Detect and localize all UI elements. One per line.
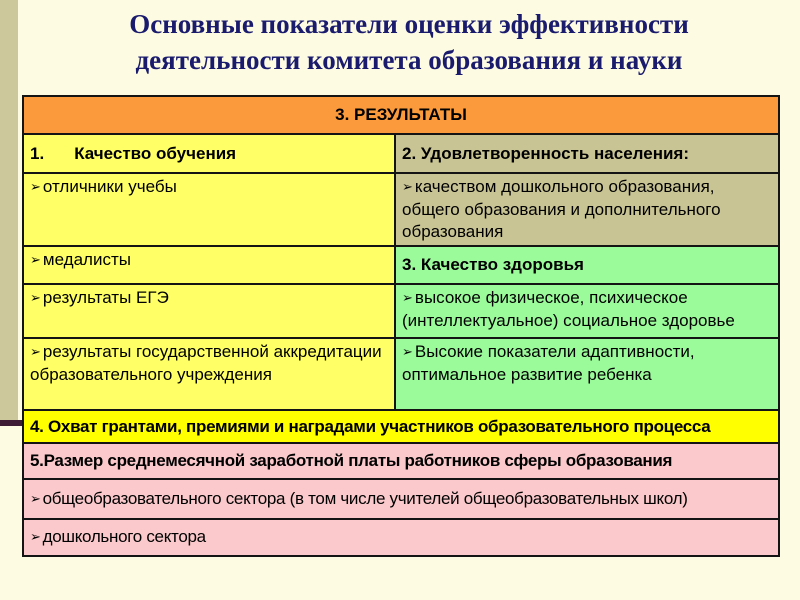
table-row: 4. Охват грантами, премиями и наградами … bbox=[22, 409, 780, 444]
cell-label: общеобразовательного сектора (в том числ… bbox=[42, 488, 688, 508]
table-row: ➢ результаты государственной аккредитации… bbox=[22, 337, 780, 411]
cell-label: Качество обучения bbox=[74, 143, 237, 163]
table-row: ➢ результаты ЕГЭ ➢ высокое физическое, пси… bbox=[22, 283, 780, 339]
cell-label: качеством дошкольного образования, общег… bbox=[402, 177, 721, 241]
cell-excellent-students: ➢ отличники учебы bbox=[22, 172, 396, 247]
arrow-bullet-icon: ➢ bbox=[402, 344, 413, 359]
title-line-2: деятельности комитета образования и наук… bbox=[135, 45, 683, 75]
cell-population-satisfaction: 2. Удовлетворенность населения: bbox=[394, 133, 780, 174]
cell-label: дошкольного сектора bbox=[42, 527, 207, 546]
cell-adaptivity-indicators: ➢ Высокие показатели адаптивности, оптима… bbox=[394, 337, 780, 411]
cell-label: результаты государственной аккредитации … bbox=[30, 342, 382, 384]
arrow-bullet-icon: ➢ bbox=[30, 290, 41, 305]
cell-physical-mental-health: ➢ высокое физическое, психическое (интелл… bbox=[394, 283, 780, 339]
indicators-table: 3. РЕЗУЛЬТАТЫ 1. Качество обучения 2. Удо… bbox=[22, 95, 780, 557]
arrow-bullet-icon: ➢ bbox=[30, 490, 41, 506]
title-line-1: Основные показатели оценки эффективности bbox=[129, 9, 689, 39]
slide-title: Основные показатели оценки эффективности… bbox=[30, 6, 788, 78]
cell-quality-of-education: 1. Качество обучения bbox=[22, 133, 396, 174]
cell-education-quality-satisfaction: ➢ качеством дошкольного образования, обще… bbox=[394, 172, 780, 247]
cell-accreditation-results: ➢ результаты государственной аккредитации… bbox=[22, 337, 396, 411]
cell-average-salary: 5.Размер среднемесячной заработной платы… bbox=[22, 442, 780, 480]
table-row: ➢ общеобразовательного сектора (в том чис… bbox=[22, 478, 780, 520]
cell-label: медалисты bbox=[42, 250, 131, 269]
cell-health-quality: 3. Качество здоровья bbox=[394, 245, 780, 285]
table-row: 1. Качество обучения 2. Удовлетворенность… bbox=[22, 133, 780, 174]
table-row: 3. РЕЗУЛЬТАТЫ bbox=[22, 95, 780, 135]
cell-grants-coverage: 4. Охват грантами, премиями и наградами … bbox=[22, 409, 780, 444]
arrow-bullet-icon: ➢ bbox=[30, 344, 41, 359]
table-row: ➢ дошкольного сектора bbox=[22, 518, 780, 557]
cell-general-education-sector: ➢ общеобразовательного сектора (в том чис… bbox=[22, 478, 780, 520]
table-header-results: 3. РЕЗУЛЬТАТЫ bbox=[22, 95, 780, 135]
table-row: ➢ отличники учебы ➢ качеством дошкольного … bbox=[22, 172, 780, 247]
cell-label: высокое физическое, психическое (интелле… bbox=[402, 288, 735, 330]
cell-label: результаты ЕГЭ bbox=[42, 288, 169, 307]
item-number: 1. bbox=[30, 143, 45, 163]
cell-ege-results: ➢ результаты ЕГЭ bbox=[22, 283, 396, 339]
table-row: ➢ медалисты 3. Качество здоровья bbox=[22, 245, 780, 285]
arrow-bullet-icon: ➢ bbox=[30, 529, 41, 544]
cell-medalists: ➢ медалисты bbox=[22, 245, 396, 285]
arrow-bullet-icon: ➢ bbox=[402, 179, 413, 194]
left-stripe bbox=[0, 0, 18, 423]
table-row: 5.Размер среднемесячной заработной платы… bbox=[22, 442, 780, 480]
cell-label: отличники учебы bbox=[42, 177, 177, 196]
cell-label: Высокие показатели адаптивности, оптимал… bbox=[402, 342, 695, 384]
arrow-bullet-icon: ➢ bbox=[402, 290, 413, 305]
cell-preschool-sector: ➢ дошкольного сектора bbox=[22, 518, 780, 557]
arrow-bullet-icon: ➢ bbox=[30, 179, 41, 194]
arrow-bullet-icon: ➢ bbox=[30, 252, 41, 267]
